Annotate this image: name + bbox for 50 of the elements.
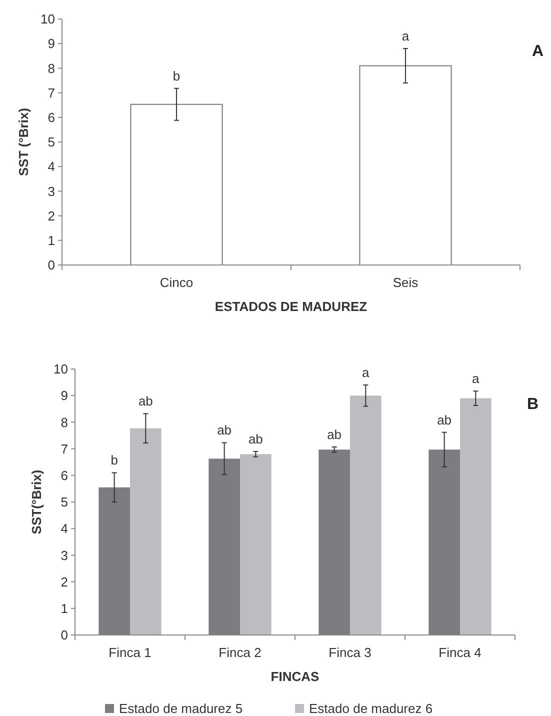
data-label: ab <box>327 426 342 442</box>
y-tick-label: 5 <box>60 494 68 510</box>
y-tick-label: 4 <box>60 521 68 536</box>
y-tick-label: 5 <box>48 134 55 150</box>
data-label: a <box>402 28 410 44</box>
y-tick-label: 10 <box>40 12 55 27</box>
x-tick-label: Seis <box>392 275 419 290</box>
y-tick-label: 2 <box>60 574 68 590</box>
bar <box>350 396 382 635</box>
y-tick-label: 6 <box>60 468 68 483</box>
y-tick-label: 8 <box>60 414 68 430</box>
x-axis-title: FINCAS <box>270 669 320 684</box>
y-tick-label: 3 <box>48 184 55 199</box>
y-tick-label: 0 <box>60 628 68 643</box>
data-label: b <box>110 452 118 468</box>
x-tick-label: Finca 3 <box>328 645 372 660</box>
data-label: ab <box>217 422 232 438</box>
data-label: a <box>472 371 480 386</box>
x-tick-label: Finca 2 <box>218 645 262 660</box>
data-label: ab <box>248 431 263 446</box>
x-tick-label: Finca 4 <box>438 645 482 660</box>
data-label: b <box>172 68 180 84</box>
y-tick-label: 0 <box>48 258 55 273</box>
y-tick-label: 9 <box>48 36 55 52</box>
bar <box>460 398 492 635</box>
y-axis-title: SST(°Brix) <box>29 470 44 534</box>
text: A <box>532 42 544 60</box>
y-tick-label: 1 <box>60 600 68 616</box>
y-tick-label: 4 <box>48 159 55 174</box>
y-axis-title: SST (°Brix) <box>16 108 31 176</box>
y-tick-label: 2 <box>48 208 55 224</box>
bar <box>240 454 272 635</box>
x-tick-label: Finca 1 <box>108 645 152 660</box>
y-tick-label: 10 <box>54 362 68 377</box>
y-tick-label: 8 <box>48 60 55 76</box>
legend-label: Estado de madurez 6 <box>309 701 433 716</box>
data-label: ab <box>437 412 452 428</box>
data-label: a <box>362 364 370 380</box>
y-tick-label: 1 <box>48 232 55 248</box>
legend-label: Estado de madurez 5 <box>119 701 243 716</box>
y-tick-label: 9 <box>60 388 68 404</box>
y-tick-label: 3 <box>60 548 68 563</box>
data-label: ab <box>138 394 153 409</box>
y-tick-label: 7 <box>48 85 55 100</box>
y-tick-label: 7 <box>60 441 68 456</box>
text: B <box>527 396 539 413</box>
x-axis-title: ESTADOS DE MADUREZ <box>214 299 368 314</box>
bar <box>130 428 162 635</box>
y-tick-label: 6 <box>48 110 55 125</box>
x-tick-label: Cinco <box>160 275 194 290</box>
